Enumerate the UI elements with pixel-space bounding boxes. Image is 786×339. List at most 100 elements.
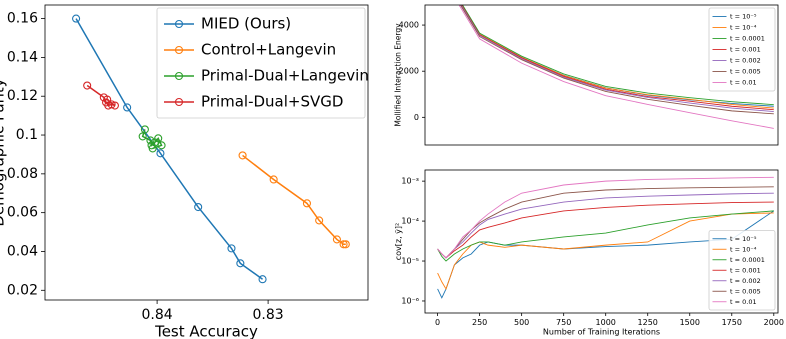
legend-marker <box>174 71 184 81</box>
series <box>460 5 774 113</box>
series <box>83 81 119 110</box>
marker <box>269 175 278 184</box>
marker <box>339 240 348 249</box>
series-line <box>437 212 774 291</box>
series <box>437 201 774 259</box>
y-tick-label: 0.12 <box>7 88 38 104</box>
marker <box>236 259 245 268</box>
marker <box>146 136 155 145</box>
series-line <box>75 18 263 280</box>
y-tick-label: 10⁻⁴ <box>401 217 419 226</box>
legend: t = 10⁻⁵ t = 10⁻⁴ t = 0.0001 t = 0.001 t = 0… <box>708 7 776 92</box>
chart: 10⁻⁶ 10⁻⁵ 10⁻⁴ 10⁻³ 0 250 500 750 1000 1250 1500 17… <box>394 169 784 337</box>
marker <box>227 244 236 253</box>
y-tick-label: 4000 <box>399 21 419 30</box>
x-axis-label: Test Accuracy <box>154 323 258 339</box>
series <box>138 125 166 153</box>
legend-label: t = 0.0001 <box>730 35 765 43</box>
legend-box <box>156 7 366 119</box>
y-tick-label: 0.06 <box>7 205 38 221</box>
series <box>437 176 774 259</box>
marker <box>302 199 312 208</box>
legend-label: MIED (Ours) <box>201 15 291 33</box>
x-tick-label: 0 <box>435 318 440 327</box>
y-axis-label: cov[z, ỹ]² <box>394 223 403 261</box>
y-tick-label: 0.02 <box>7 282 38 298</box>
plot-frame <box>424 4 779 146</box>
marker <box>258 275 267 284</box>
legend-marker <box>174 19 184 29</box>
series <box>72 14 267 284</box>
legend-label: Primal-Dual+SVGD <box>201 93 343 111</box>
legend-label: t = 0.005 <box>730 287 761 295</box>
y-tick-label: 10⁻⁶ <box>401 296 419 305</box>
y-axis-label: Mollified Interaction Energy <box>394 23 403 127</box>
legend-label: t = 0.001 <box>730 266 761 274</box>
series-line <box>460 5 774 113</box>
y-tick-label: 0.1 <box>16 127 38 143</box>
plot-frame <box>44 4 369 301</box>
legend-label: t = 0.002 <box>730 277 761 285</box>
legend-label: t = 0.001 <box>730 46 761 54</box>
x-tick-label: 1750 <box>722 318 742 327</box>
series-line <box>141 129 163 150</box>
series-line <box>437 210 774 262</box>
marker <box>140 125 149 134</box>
x-tick-label: 0.83 <box>253 307 284 323</box>
x-tick-label: 1000 <box>596 318 616 327</box>
legend-label: t = 10⁻⁵ <box>730 13 757 21</box>
x-tick-label: 0.84 <box>142 307 173 323</box>
x-tick-label: 2000 <box>764 318 784 327</box>
marker <box>138 132 147 141</box>
plot-frame <box>424 169 779 314</box>
marker <box>332 235 341 244</box>
x-tick-label: 1500 <box>680 318 700 327</box>
y-tick-label: 0.14 <box>7 49 38 65</box>
series <box>238 151 350 249</box>
x-tick-label: 1250 <box>638 318 658 327</box>
marker <box>83 81 92 90</box>
series <box>458 5 774 129</box>
legend-label: Control+Langevin <box>201 41 336 59</box>
y-tick-label: 0.04 <box>7 243 38 259</box>
legend-marker <box>174 97 184 107</box>
series-line <box>242 154 346 246</box>
marker <box>110 101 119 110</box>
marker <box>238 151 247 160</box>
legend-label: t = 10⁻⁴ <box>730 24 757 32</box>
y-tick-label: 2000 <box>399 67 419 76</box>
x-axis-label: Number of Training Iterations <box>543 328 660 337</box>
legend-label: t = 0.002 <box>730 57 761 65</box>
y-axis-label: Demographic Parity <box>0 78 7 226</box>
series <box>461 5 774 111</box>
marker <box>123 103 132 112</box>
marker <box>154 134 163 143</box>
series <box>462 5 774 106</box>
series <box>459 5 774 115</box>
x-tick-label: 500 <box>514 318 529 327</box>
marker <box>315 216 324 225</box>
x-tick-label: 750 <box>556 318 571 327</box>
series-line <box>437 176 774 259</box>
series <box>437 210 774 262</box>
legend: MIED (Ours) Control+Langevin Primal-Dual+L… <box>156 7 369 119</box>
y-tick-label: 0.16 <box>7 11 38 27</box>
series-line <box>459 5 774 115</box>
legend-label: t = 0.01 <box>730 79 757 87</box>
series-line <box>437 201 774 259</box>
series <box>437 212 774 291</box>
series-line <box>458 5 774 129</box>
marker <box>157 141 166 150</box>
legend-label: Primal-Dual+Langevin <box>201 67 369 85</box>
legend-box <box>708 7 776 92</box>
marker <box>194 202 203 212</box>
legend-box <box>708 230 776 311</box>
y-tick-label: 10⁻³ <box>401 177 419 186</box>
y-tick-label: 10⁻⁵ <box>401 257 419 266</box>
marker <box>148 144 157 153</box>
marker <box>156 149 165 158</box>
marker <box>341 240 350 249</box>
